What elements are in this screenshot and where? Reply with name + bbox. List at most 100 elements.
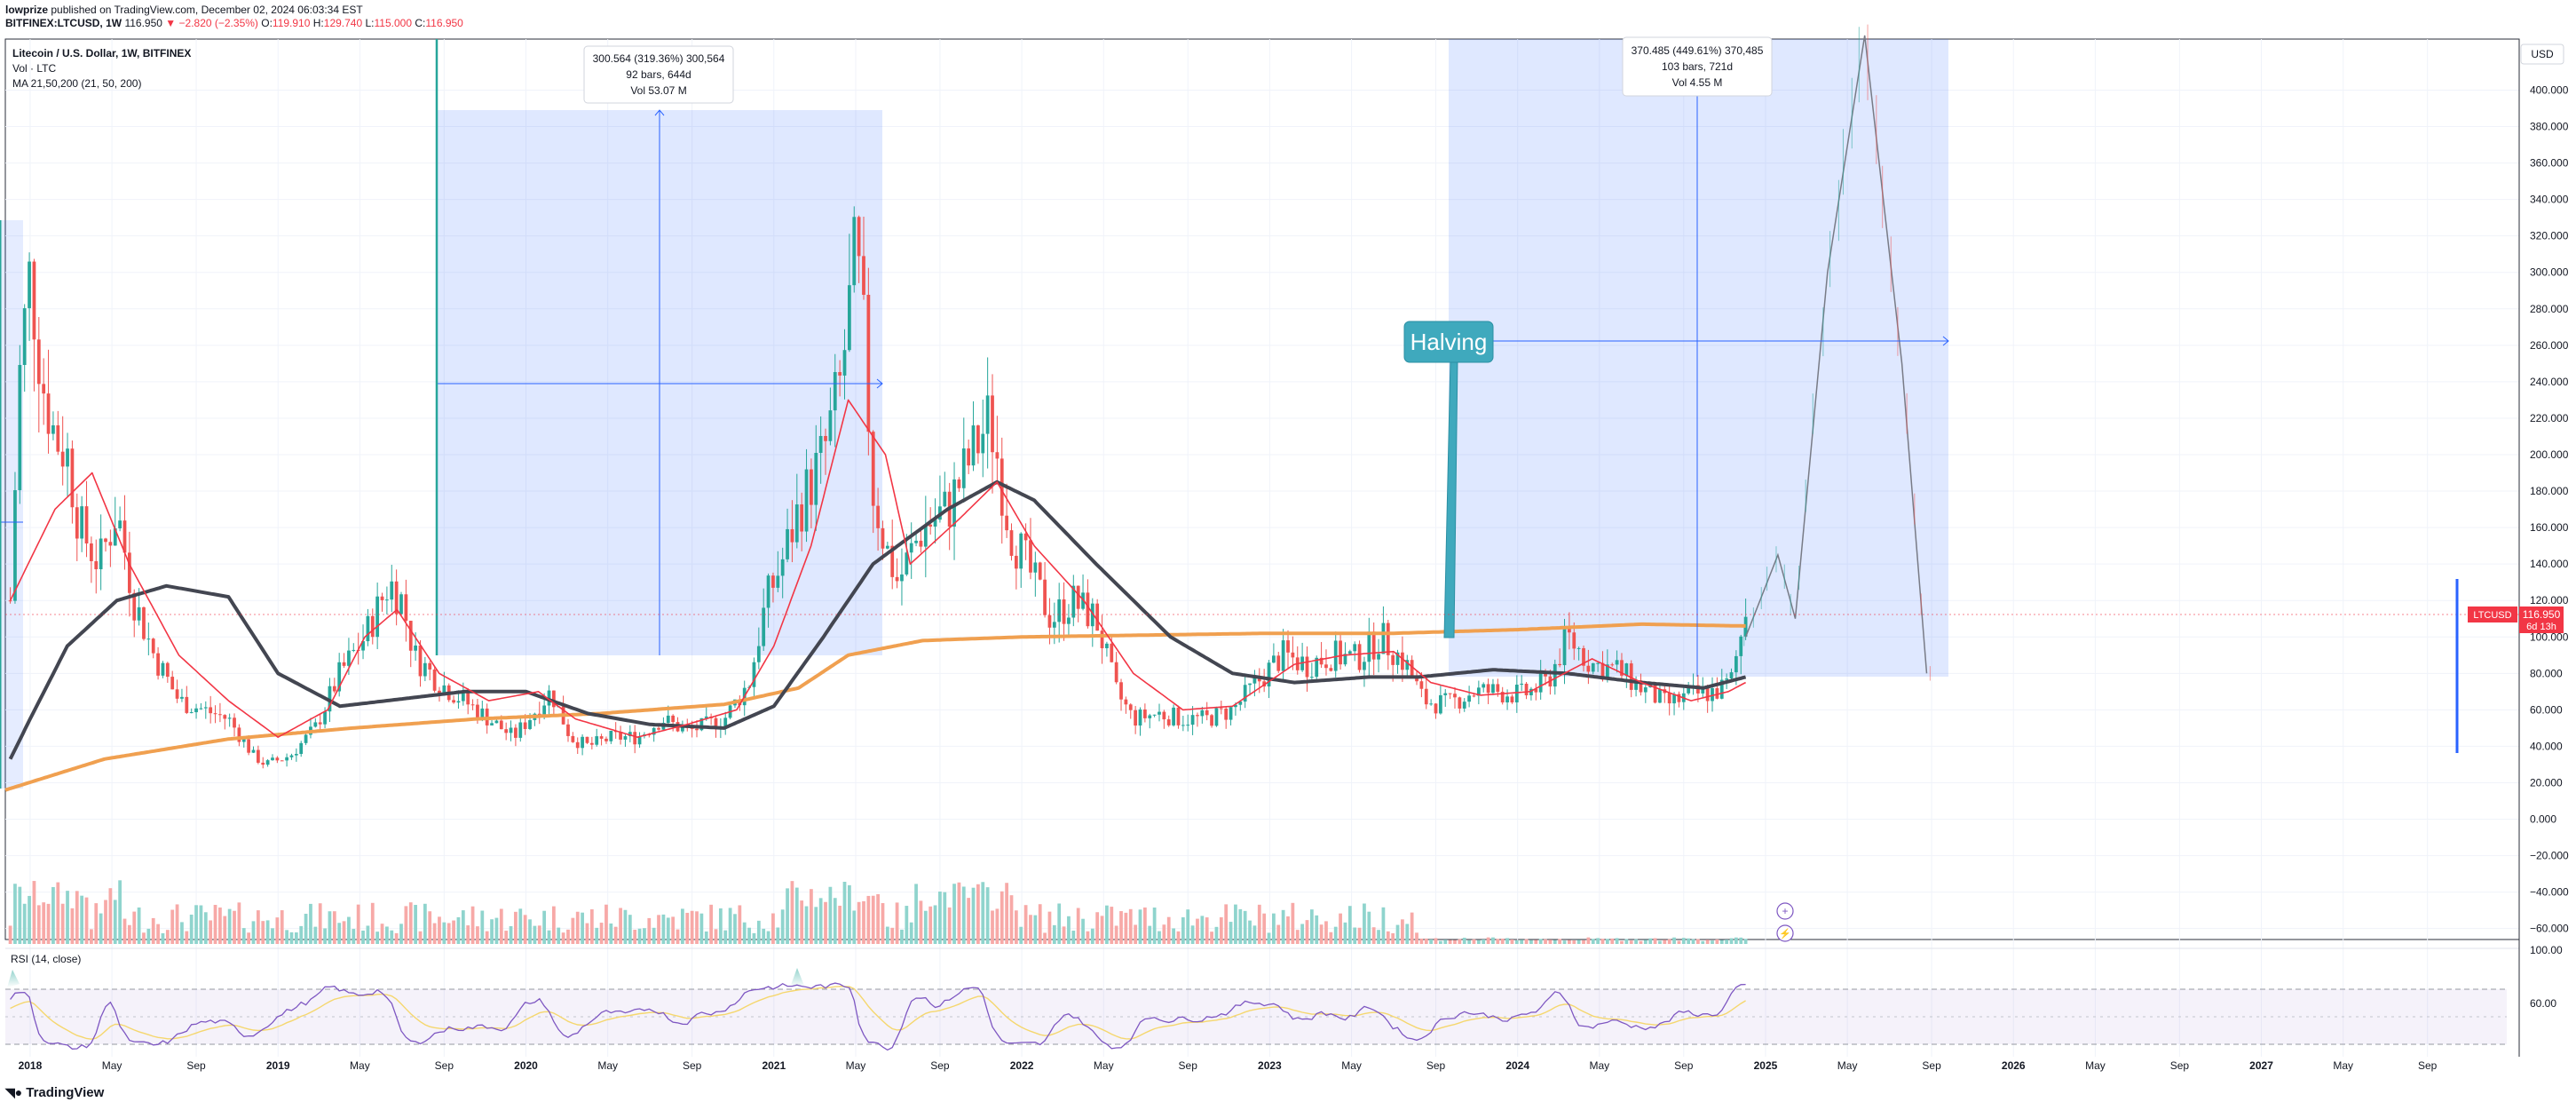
- volume-bar: [943, 892, 947, 944]
- volume-bar: [1687, 938, 1691, 944]
- volume-bar: [681, 908, 684, 944]
- time-axis[interactable]: 2018 May Sep 2019 May Sep 2020 May Sep 2021 May Sep…: [19, 1059, 2438, 1072]
- candle-body: [1510, 696, 1514, 702]
- candle-body: [1229, 707, 1233, 720]
- candle-body: [1615, 660, 1619, 665]
- candle-body: [1000, 458, 1004, 516]
- candle-body: [1458, 697, 1462, 709]
- measure-label-2[interactable]: 370.485 (449.61%) 370,485 103 bars, 721d…: [1622, 36, 1773, 97]
- volume-bar: [1200, 916, 1205, 944]
- candle-body: [566, 724, 570, 736]
- candle-body: [390, 581, 394, 600]
- candle-body: [1600, 662, 1605, 680]
- candle-body: [1544, 673, 1547, 677]
- x-tick-label: Sep: [683, 1059, 702, 1072]
- volume-bar: [156, 924, 160, 944]
- candle-body: [294, 754, 298, 756]
- volume-bar: [218, 907, 222, 944]
- volume-bar: [470, 906, 475, 944]
- volume-bar: [1548, 940, 1553, 944]
- candle-body: [408, 621, 413, 651]
- candle-body: [1257, 678, 1261, 682]
- candle-body: [1514, 685, 1519, 702]
- volume-bar: [1281, 909, 1285, 944]
- candle-body: [905, 552, 909, 575]
- lightning-button[interactable]: ⚡: [1776, 924, 1794, 942]
- volume-bar: [1000, 891, 1004, 944]
- volume-bar: [504, 931, 509, 944]
- candle-body: [690, 727, 694, 729]
- volume-bar: [1729, 938, 1734, 944]
- volume-bar: [247, 932, 251, 944]
- candle-body: [1596, 662, 1600, 664]
- volume-bar: [1576, 940, 1581, 944]
- candle-body: [75, 507, 79, 539]
- candle-body: [60, 451, 65, 467]
- volume-bar: [1128, 908, 1133, 944]
- candle-body: [876, 505, 880, 528]
- volume-bar: [1719, 940, 1724, 944]
- volume-bar: [1510, 940, 1514, 944]
- volume-bar: [227, 908, 232, 944]
- left-range-shade: [0, 220, 23, 789]
- l-label: L:: [365, 17, 375, 29]
- candle-body: [1029, 540, 1032, 573]
- volume-bar: [361, 930, 365, 944]
- candle-body: [1363, 662, 1366, 670]
- volume-bar: [714, 929, 718, 944]
- candle-body: [1272, 655, 1276, 663]
- volume-bar: [1605, 939, 1609, 944]
- candle-body: [1429, 703, 1434, 705]
- volume-bar: [1725, 940, 1729, 944]
- candle-body: [581, 736, 584, 749]
- volume-bar: [919, 900, 923, 944]
- candle-body: [237, 727, 241, 742]
- measure-label-1[interactable]: 300.564 (319.36%) 300,564 92 bars, 644d …: [583, 45, 734, 104]
- candle-body: [914, 540, 918, 543]
- candle-body: [1558, 663, 1562, 666]
- volume-bar: [985, 887, 990, 944]
- candle-body: [1538, 673, 1543, 693]
- compare-add-button[interactable]: +: [1776, 902, 1794, 920]
- price-tag-countdown: 6d 13h: [2526, 622, 2556, 632]
- volume-bar: [1472, 939, 1476, 944]
- volume-bar: [623, 909, 628, 944]
- rsi-ma-line: [10, 986, 1746, 1040]
- candle-body: [509, 727, 513, 733]
- volume-bar: [175, 904, 179, 944]
- candle-body: [456, 701, 461, 703]
- publish-header: lowprize published on TradingView.com, D…: [5, 4, 463, 30]
- volume-bar: [547, 930, 551, 944]
- tradingview-logo[interactable]: ◥● TradingView: [5, 1085, 104, 1100]
- candle-body: [523, 722, 527, 729]
- volume-bar: [1009, 895, 1014, 944]
- candle-body: [1434, 703, 1438, 714]
- volume-bar: [1095, 912, 1100, 944]
- volume-bar: [1333, 926, 1338, 944]
- volume-bar: [1482, 939, 1486, 944]
- candle-body: [762, 607, 766, 646]
- volume-bar: [847, 884, 851, 944]
- volume-bar: [1267, 932, 1271, 944]
- publisher-name[interactable]: lowprize: [5, 4, 49, 16]
- halving-callout[interactable]: Halving: [1403, 321, 1494, 638]
- candle-body: [514, 727, 518, 738]
- volume-bar: [1624, 939, 1629, 944]
- volume-bar: [1257, 904, 1261, 944]
- volume-bar: [1214, 926, 1219, 944]
- volume-bar: [104, 900, 107, 944]
- volume-bar: [108, 888, 113, 944]
- chart-frame: [4, 38, 2520, 940]
- volume-bar: [328, 911, 332, 944]
- volume-bar: [1538, 939, 1543, 944]
- candle-body: [394, 581, 399, 614]
- x-tick-label: Sep: [2170, 1059, 2190, 1072]
- volume-bar: [337, 923, 342, 944]
- lightning-icon: ⚡: [1779, 928, 1791, 940]
- candle-body: [1419, 681, 1424, 689]
- volume-bar: [161, 932, 165, 944]
- candle-body: [423, 662, 427, 677]
- usd-badge[interactable]: USD: [2520, 44, 2564, 65]
- price-axis[interactable]: 400.000 380.000 360.000 340.000 320.000 300.0…: [2530, 83, 2569, 1010]
